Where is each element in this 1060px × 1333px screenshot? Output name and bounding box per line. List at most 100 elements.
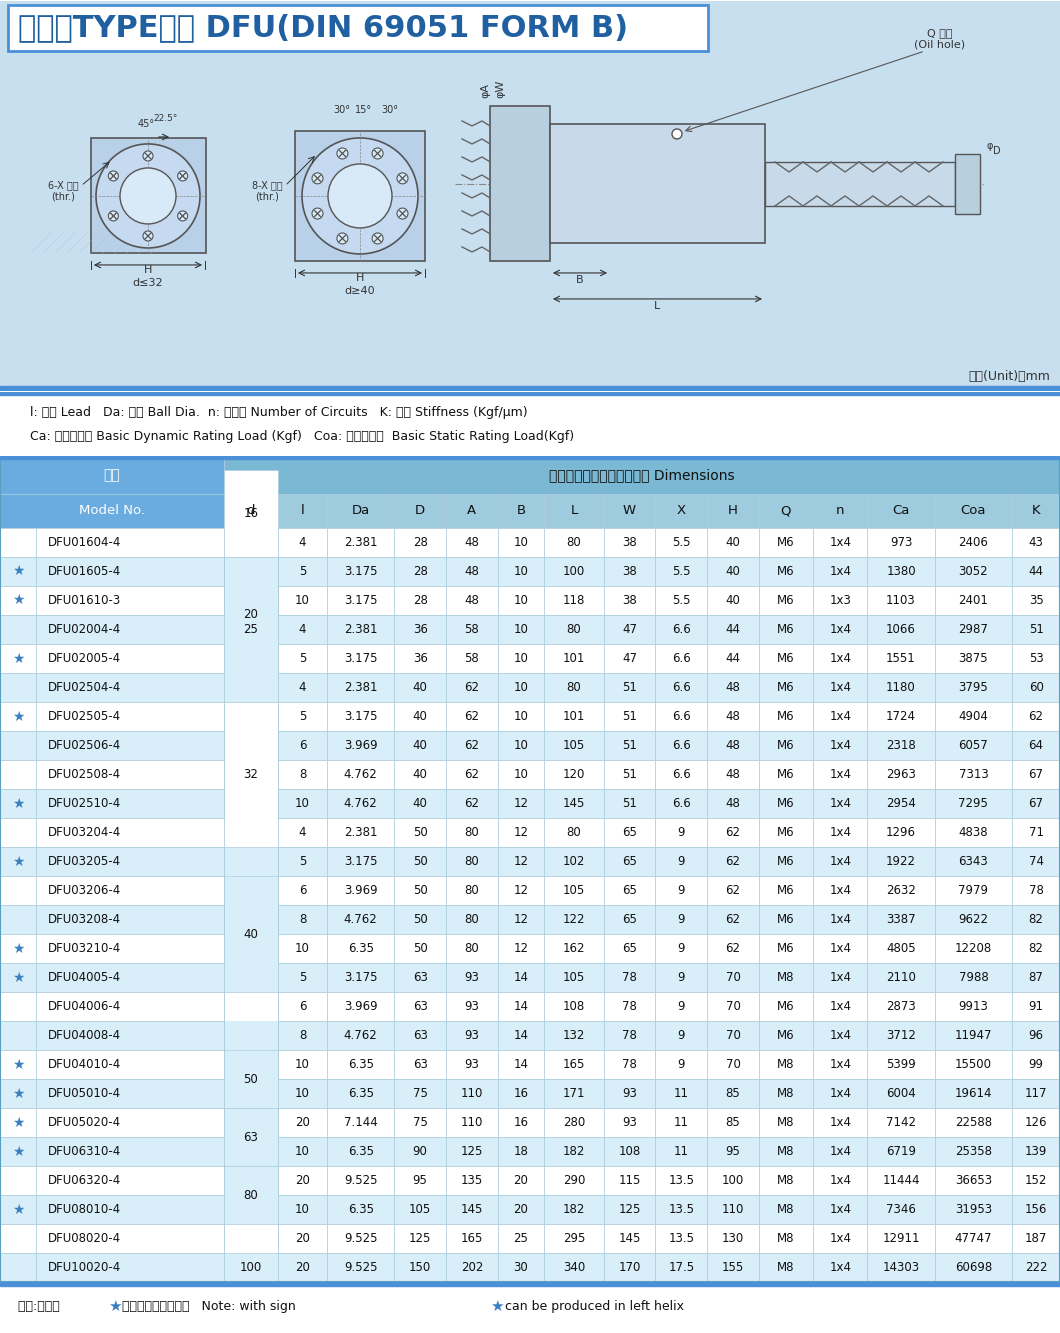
Bar (36, 992, 224, 1021)
Text: 74: 74 (1028, 854, 1044, 868)
Bar (278, 934, 328, 964)
Text: 93: 93 (464, 1000, 479, 1013)
Bar (446, 1224, 498, 1253)
Bar (935, 673, 1012, 702)
Text: 120: 120 (563, 768, 585, 781)
Text: 80: 80 (567, 681, 581, 694)
Text: 13.5: 13.5 (668, 1232, 694, 1245)
Text: 70: 70 (725, 1058, 740, 1072)
Text: 6.6: 6.6 (672, 710, 691, 722)
Text: 62: 62 (464, 681, 479, 694)
Bar (707, 528, 759, 557)
Bar (707, 1137, 759, 1166)
Text: 6057: 6057 (958, 738, 988, 752)
Bar (935, 730, 1012, 760)
Bar (604, 789, 655, 818)
Text: 14: 14 (513, 1029, 529, 1042)
Bar (498, 1224, 544, 1253)
Text: 3.969: 3.969 (343, 884, 377, 897)
Text: 9.525: 9.525 (343, 1174, 377, 1188)
Bar (36, 1224, 224, 1253)
Text: 87: 87 (1028, 972, 1043, 984)
Text: 80: 80 (464, 854, 479, 868)
Bar (759, 1224, 813, 1253)
Bar (498, 818, 544, 846)
Bar (490, 105, 550, 261)
Text: 135: 135 (461, 1174, 483, 1188)
Bar (36, 557, 224, 587)
Text: K: K (1031, 504, 1041, 517)
Bar (498, 644, 544, 673)
Text: 6.6: 6.6 (672, 797, 691, 810)
Text: 6.35: 6.35 (348, 1204, 374, 1216)
Bar (867, 644, 935, 673)
Text: 1x4: 1x4 (829, 1116, 851, 1129)
Text: 1x4: 1x4 (829, 536, 851, 549)
Bar (655, 528, 707, 557)
Bar (0, 1166, 36, 1196)
Bar (867, 495, 935, 528)
Bar (446, 934, 498, 964)
Bar (446, 495, 498, 528)
Text: can be produced in left helix: can be produced in left helix (505, 1300, 684, 1313)
Bar (655, 644, 707, 673)
Text: 7142: 7142 (886, 1116, 916, 1129)
Text: 48: 48 (725, 738, 740, 752)
Text: d≤32: d≤32 (132, 279, 163, 288)
Text: 10: 10 (513, 652, 528, 665)
Bar (498, 587, 544, 615)
Bar (655, 992, 707, 1021)
Text: 62: 62 (464, 710, 479, 722)
Bar (446, 587, 498, 615)
Text: 36: 36 (412, 623, 427, 636)
Bar (278, 1080, 328, 1108)
Text: DFU01604-4: DFU01604-4 (48, 536, 121, 549)
Bar (759, 587, 813, 615)
Bar (604, 702, 655, 730)
Text: H: H (356, 273, 365, 283)
Bar (544, 876, 604, 905)
Text: 93: 93 (622, 1116, 637, 1129)
Text: ★: ★ (12, 941, 24, 956)
Bar (759, 934, 813, 964)
Text: 48: 48 (725, 768, 740, 781)
Circle shape (178, 171, 188, 181)
Bar (278, 528, 328, 557)
Bar (604, 992, 655, 1021)
Text: M6: M6 (777, 1000, 795, 1013)
Bar (36, 876, 224, 905)
Text: 25358: 25358 (955, 1145, 992, 1158)
Text: 6343: 6343 (958, 854, 988, 868)
Bar (544, 495, 604, 528)
Text: 40: 40 (725, 595, 740, 607)
Bar (655, 905, 707, 934)
Text: ★: ★ (108, 1298, 122, 1314)
Text: 145: 145 (618, 1232, 640, 1245)
Bar (813, 905, 867, 934)
Text: 1x4: 1x4 (829, 854, 851, 868)
Bar (0, 644, 36, 673)
Bar (224, 1166, 278, 1224)
Text: 8-X 通孔: 8-X 通孔 (251, 180, 282, 189)
Text: 1x4: 1x4 (829, 1000, 851, 1013)
Text: 93: 93 (622, 1088, 637, 1100)
Text: 12911: 12911 (882, 1232, 920, 1245)
Bar (224, 587, 278, 644)
Text: 10: 10 (295, 1058, 310, 1072)
Text: 36653: 36653 (955, 1174, 992, 1188)
Bar (655, 1050, 707, 1080)
Text: 51: 51 (622, 710, 637, 722)
Text: 20: 20 (513, 1204, 528, 1216)
Bar (604, 673, 655, 702)
Text: 6: 6 (299, 884, 306, 897)
Text: 14303: 14303 (882, 1261, 920, 1274)
Text: 1x4: 1x4 (829, 768, 851, 781)
Text: n: n (836, 504, 845, 517)
Bar (867, 1224, 935, 1253)
Bar (813, 587, 867, 615)
Text: ★: ★ (12, 1086, 24, 1101)
Bar (1012, 528, 1060, 557)
Text: 101: 101 (563, 710, 585, 722)
Circle shape (143, 231, 153, 241)
Text: 38: 38 (622, 595, 637, 607)
